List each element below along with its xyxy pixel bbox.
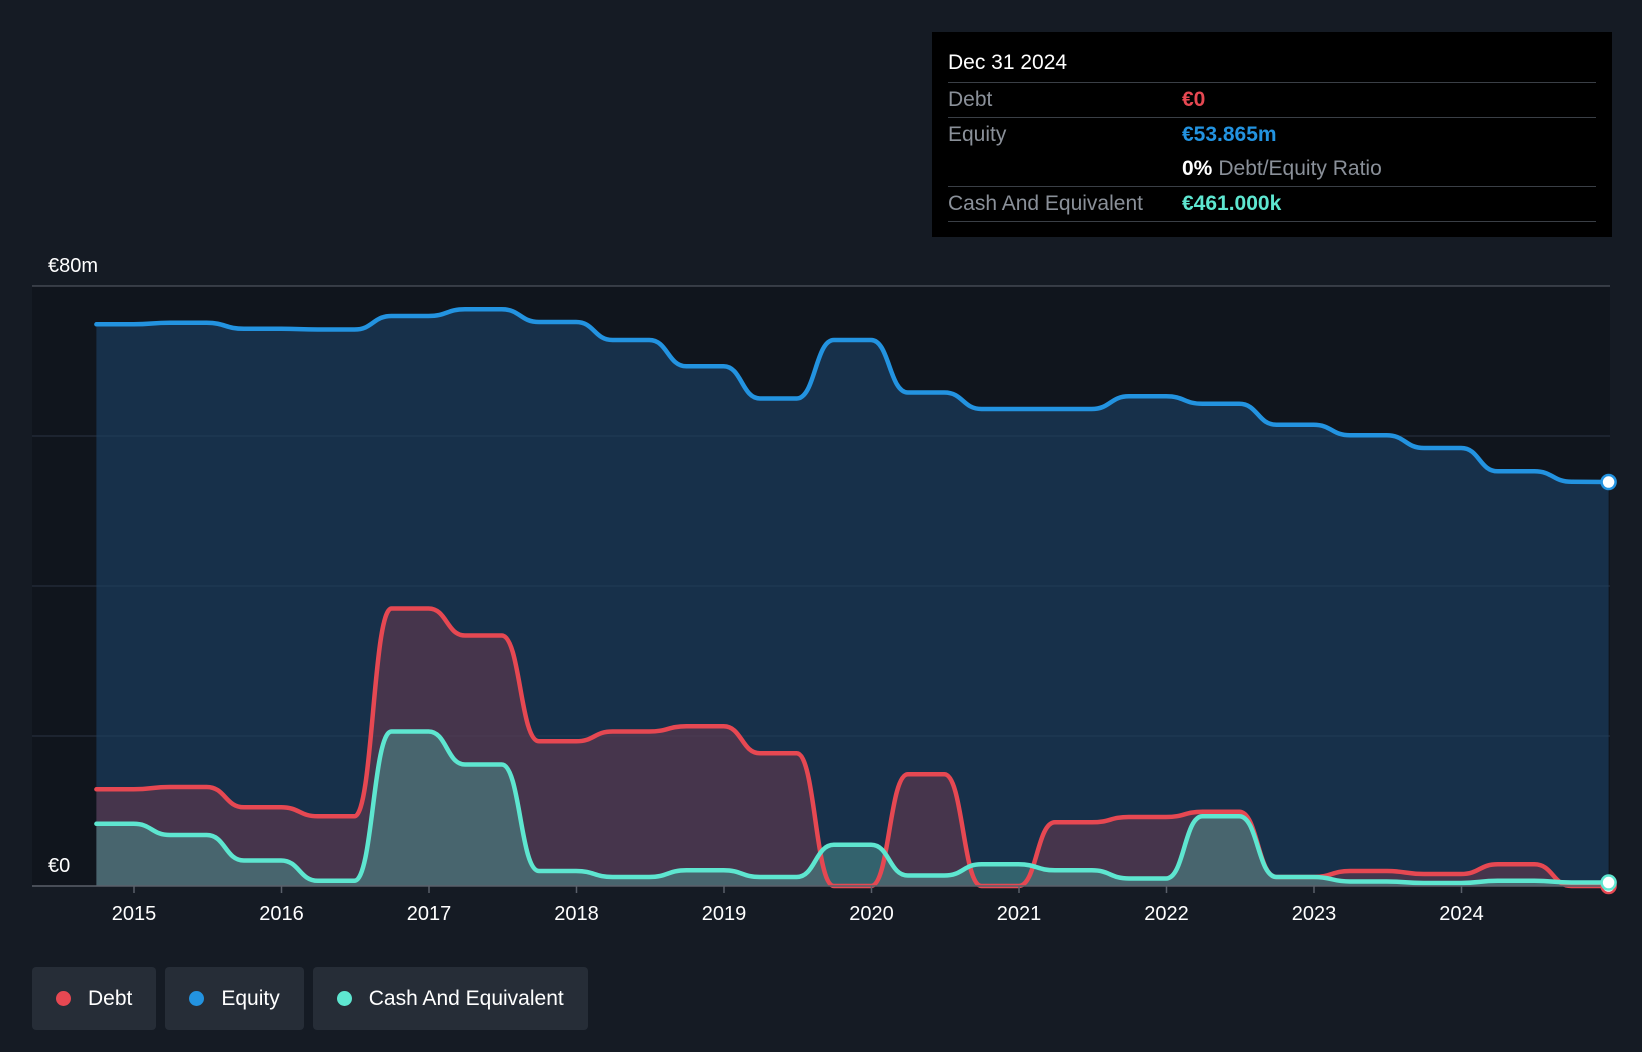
tooltip-cash-label: Cash And Equivalent bbox=[948, 192, 1143, 215]
tooltip-equity-value: €53.865m bbox=[1182, 123, 1277, 146]
legend-label-equity: Equity bbox=[221, 986, 280, 1010]
line-equity bbox=[94, 307, 1611, 485]
x-tick-label: 2019 bbox=[702, 903, 747, 925]
legend-label-debt: Debt bbox=[88, 986, 133, 1010]
x-tick-label: 2022 bbox=[1144, 903, 1189, 925]
tooltip-row-cash: Cash And Equivalent €461.000k bbox=[948, 187, 1596, 222]
point-equity bbox=[1600, 473, 1617, 491]
area-cash-and-equivalent bbox=[96, 731, 1609, 886]
tooltip-row-debt: Debt €0 bbox=[948, 83, 1596, 118]
legend-label-cash: Cash And Equivalent bbox=[368, 986, 564, 1010]
y-tick-label: €80m bbox=[48, 255, 98, 277]
x-tick-label: 2024 bbox=[1439, 903, 1484, 925]
legend-item-cash[interactable]: Cash And Equivalent bbox=[312, 967, 588, 1030]
tooltip-cash-value: €461.000k bbox=[1182, 192, 1282, 215]
tooltip-date: Dec 31 2024 bbox=[948, 46, 1596, 83]
y-tick-label: €0 bbox=[48, 855, 70, 877]
tooltip-row-equity: Equity €53.865m bbox=[948, 118, 1596, 152]
x-tick-label: 2016 bbox=[259, 903, 304, 925]
x-tick-label: 2018 bbox=[554, 903, 599, 925]
tooltip-debt-label: Debt bbox=[948, 88, 993, 111]
point-cash-and-equivalent bbox=[1600, 874, 1617, 891]
legend-item-debt[interactable]: Debt bbox=[32, 967, 157, 1030]
x-tick-label: 2017 bbox=[407, 903, 452, 925]
legend-dot-debt bbox=[56, 991, 71, 1006]
tooltip-row-ratio: 0% Debt/Equity Ratio bbox=[948, 152, 1596, 187]
line-cash-and-equivalent bbox=[94, 729, 1611, 886]
legend-item-equity[interactable]: Equity bbox=[165, 967, 304, 1030]
legend-dot-equity bbox=[189, 991, 205, 1006]
legend-dot-cash bbox=[336, 991, 352, 1006]
x-tick-label: 2021 bbox=[997, 903, 1042, 925]
chart-legend: Debt Equity Cash And Equivalent bbox=[32, 967, 588, 1030]
tooltip-debt-value: €0 bbox=[1182, 88, 1206, 111]
tooltip-equity-label: Equity bbox=[948, 123, 1007, 146]
tooltip-ratio-label: Debt/Equity Ratio bbox=[1218, 157, 1382, 180]
x-tick-label: 2015 bbox=[112, 903, 157, 925]
x-tick-label: 2020 bbox=[849, 903, 894, 925]
tooltip-ratio-value: 0% bbox=[1182, 157, 1213, 180]
hover-tooltip: Dec 31 2024 Debt €0 Equity €53.865m 0% D… bbox=[932, 32, 1612, 237]
x-tick-label: 2023 bbox=[1292, 903, 1337, 925]
